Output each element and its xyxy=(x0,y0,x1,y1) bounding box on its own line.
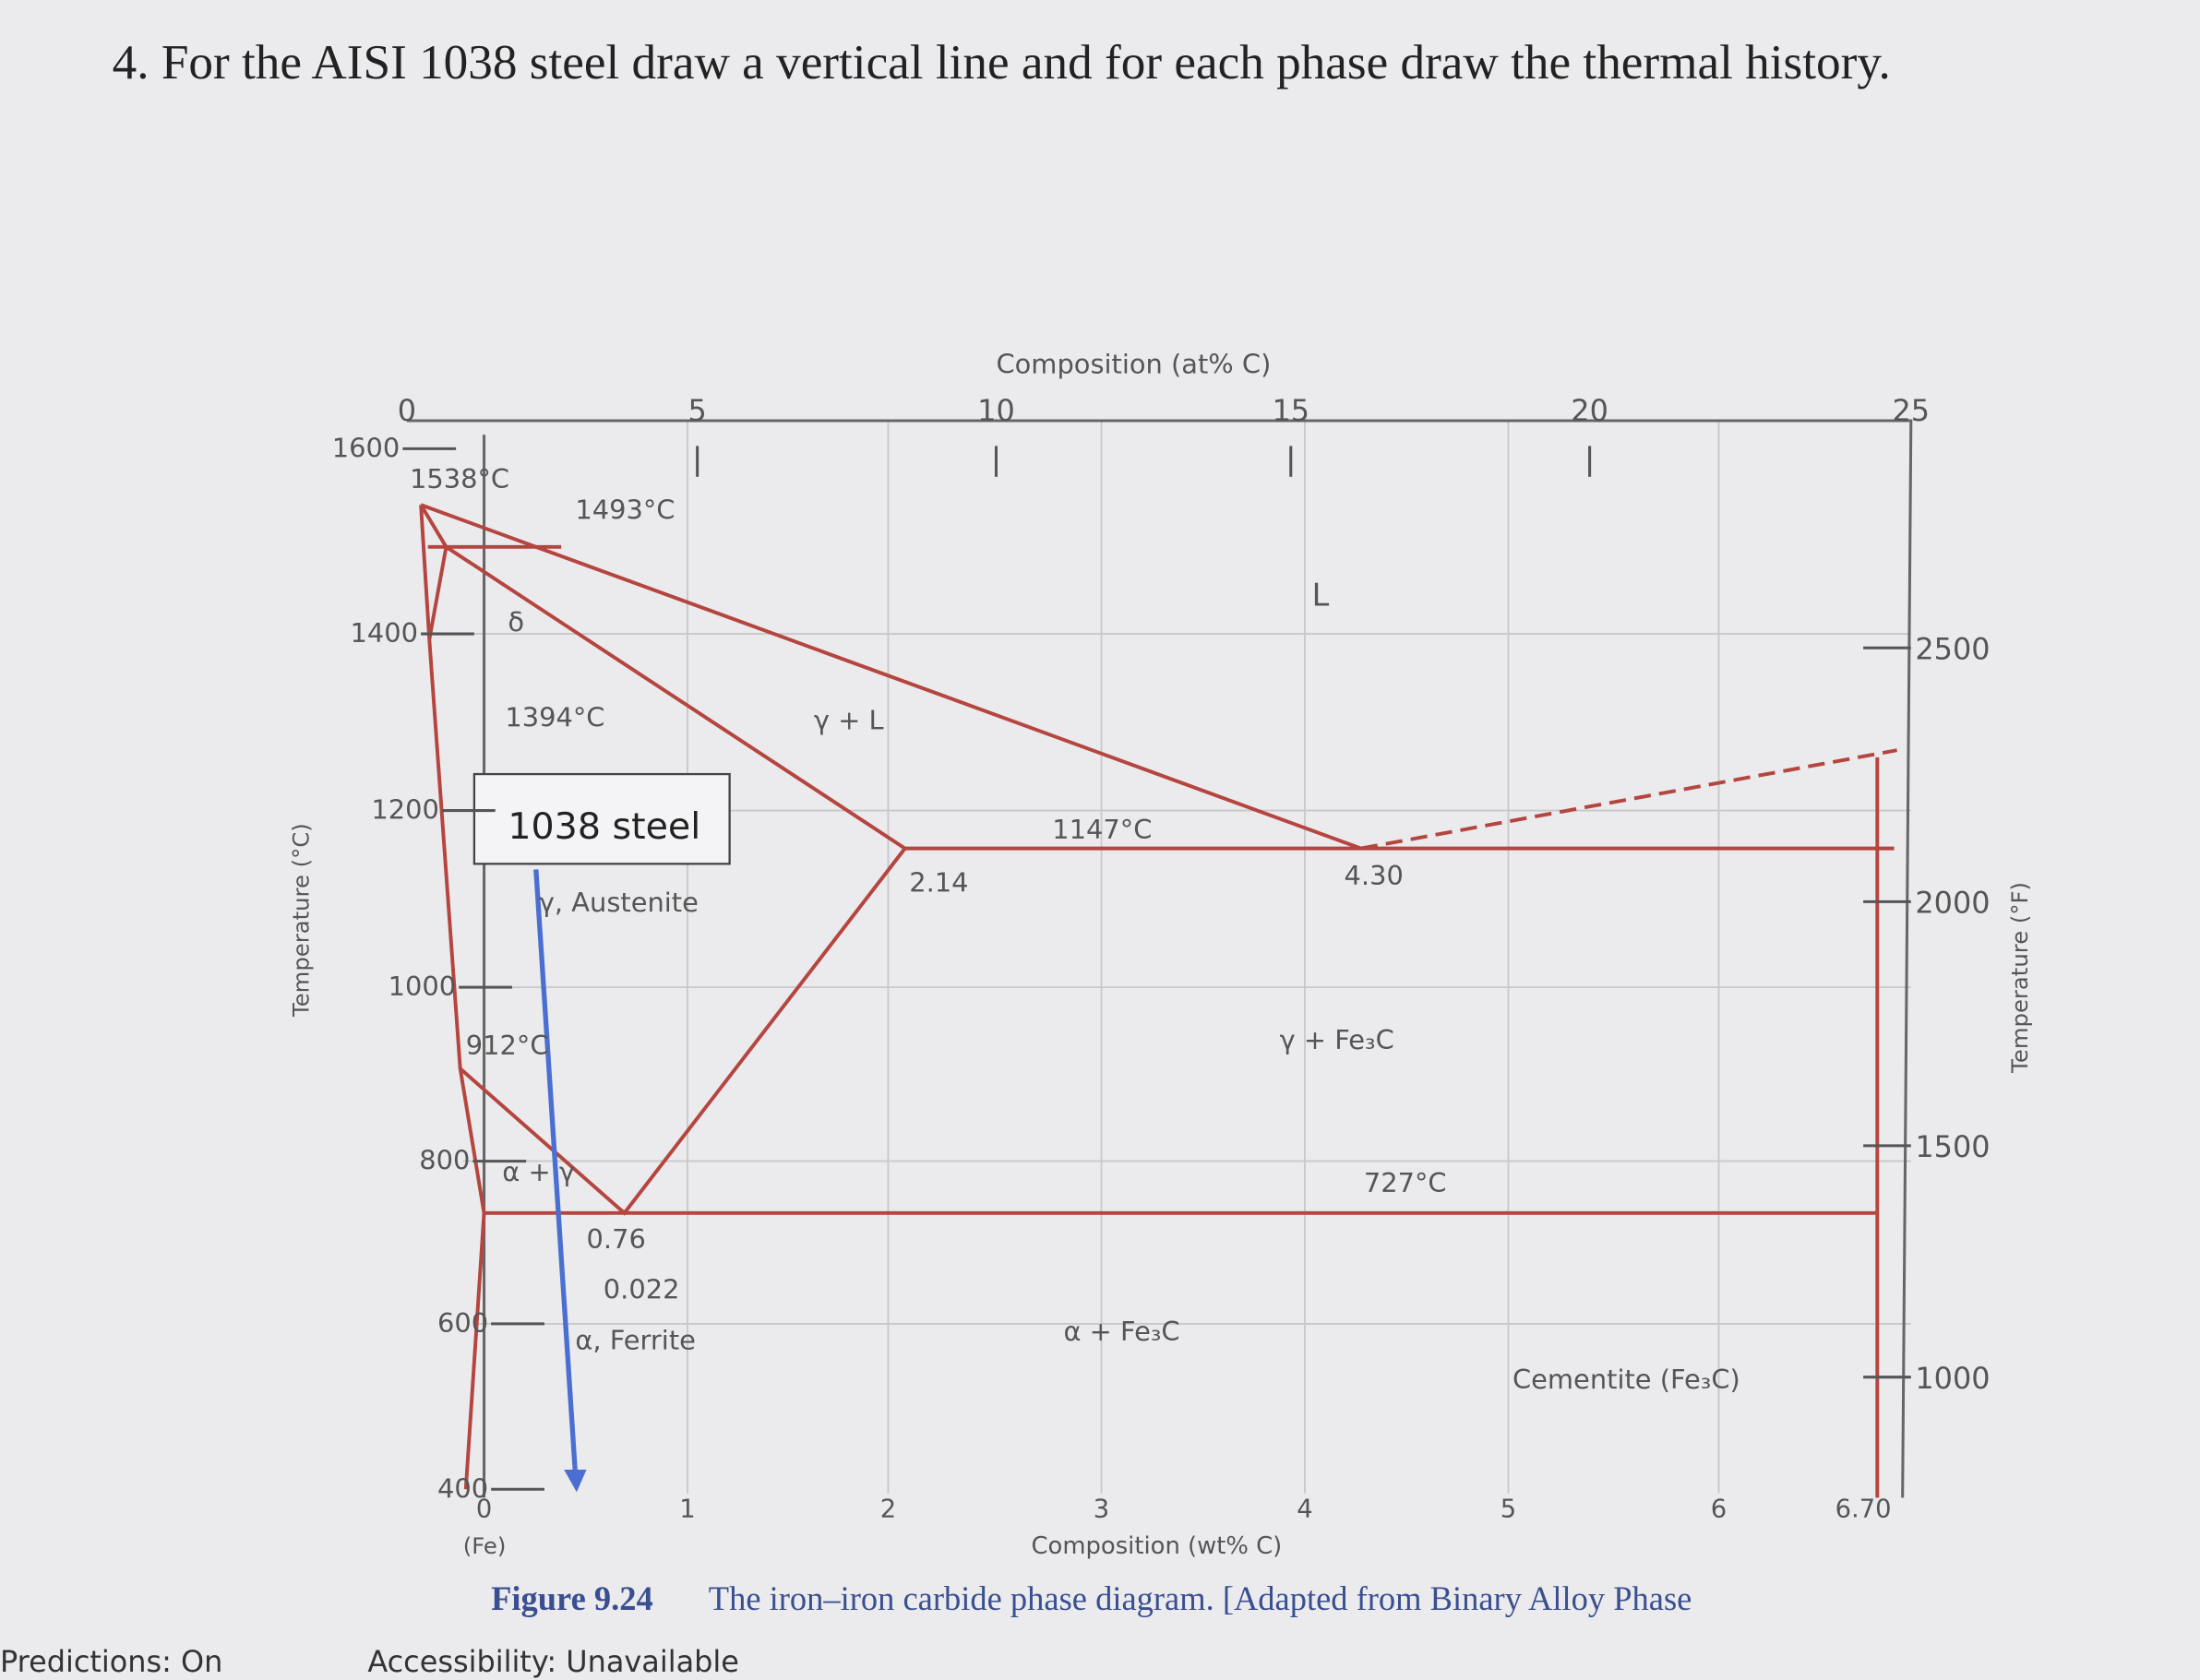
phase-label: δ xyxy=(508,606,524,637)
phase-label: L xyxy=(1312,578,1330,614)
phase-label: α + γ xyxy=(502,1156,575,1187)
bottom-tick-label: 1 xyxy=(679,1495,695,1524)
phase-label: α, Ferrite xyxy=(575,1324,696,1355)
right-tick-label: 1500 xyxy=(1915,1129,1990,1164)
phase-label: 1394°C xyxy=(505,701,604,733)
steel-line xyxy=(533,869,579,1473)
phase-label: 912°C xyxy=(466,1030,549,1061)
caption-label: Figure 9.24 xyxy=(491,1579,653,1617)
right-tick-label: 2000 xyxy=(1915,886,1990,921)
top-axis-title: Composition (at% C) xyxy=(996,348,1271,379)
phase-label: 1493°C xyxy=(575,494,675,525)
bottom-tick-label: 6.70 xyxy=(1835,1495,1892,1524)
phase-boundaries xyxy=(419,503,1897,1498)
phase-label: 0.76 xyxy=(587,1223,646,1255)
bottom-tick-label: 4 xyxy=(1297,1495,1312,1524)
frame xyxy=(406,419,1913,1498)
top-tick-label: 15 xyxy=(1272,393,1309,428)
phase-label: 1147°C xyxy=(1052,814,1152,845)
caption: The iron–iron carbide phase diagram. [Ad… xyxy=(709,1579,1692,1617)
left-tick-label: 1400 xyxy=(351,617,419,649)
accessibility-status[interactable]: Accessibility: Unavailable xyxy=(367,1644,739,1679)
question: 4. For the AISI 1038 steel draw a vertic… xyxy=(113,35,1891,89)
phase-label: 4.30 xyxy=(1345,860,1404,891)
left-tick-label: 400 xyxy=(437,1472,488,1504)
bottom-tick-label: 5 xyxy=(1501,1495,1516,1524)
left-tick-label: 600 xyxy=(437,1307,488,1339)
right-tick-label: 1000 xyxy=(1915,1361,1990,1396)
annotation-box xyxy=(472,772,731,865)
bottom-tick-label: 6 xyxy=(1711,1495,1727,1524)
bottom-tick-label: 0 xyxy=(476,1495,492,1524)
phase-label: 1538°C xyxy=(410,463,509,494)
top-tick-label: 10 xyxy=(977,393,1015,428)
right-tick-label: 2500 xyxy=(1915,631,1990,666)
annotation: 1038 steel xyxy=(508,805,700,848)
bottom-tick-label: 3 xyxy=(1094,1495,1109,1524)
fe-label: (Fe) xyxy=(463,1532,507,1559)
top-tick-label: 25 xyxy=(1892,393,1930,428)
phase-label: 2.14 xyxy=(909,867,968,899)
top-tick-label: 0 xyxy=(398,393,416,428)
top-tick-label: 5 xyxy=(688,393,706,428)
phase-label: 727°C xyxy=(1364,1167,1447,1198)
bottom-axis-title: Composition (wt% C) xyxy=(1032,1532,1283,1560)
arrow-head xyxy=(564,1469,587,1493)
top-tick-label: 20 xyxy=(1571,393,1608,428)
phase-label: 0.022 xyxy=(604,1274,680,1305)
left-tick-label: 1600 xyxy=(332,433,401,464)
bottom-tick-label: 2 xyxy=(880,1495,896,1524)
phase-label: γ + Fe₃C xyxy=(1280,1024,1394,1055)
left-axis-title: Temperature (°C) xyxy=(287,823,314,1018)
right-axis-title: Temperature (°F) xyxy=(2006,882,2033,1074)
phase-label: α + Fe₃C xyxy=(1063,1316,1179,1347)
phase-label: Cementite (Fe₃C) xyxy=(1512,1364,1740,1395)
left-tick-label: 800 xyxy=(419,1145,470,1176)
phase-label: γ + L xyxy=(814,704,884,735)
phase-label: γ, Austenite xyxy=(539,887,699,918)
predictions-status[interactable]: Predictions: On xyxy=(0,1644,222,1679)
left-tick-label: 1200 xyxy=(371,794,439,826)
left-tick-label: 1000 xyxy=(389,971,457,1002)
